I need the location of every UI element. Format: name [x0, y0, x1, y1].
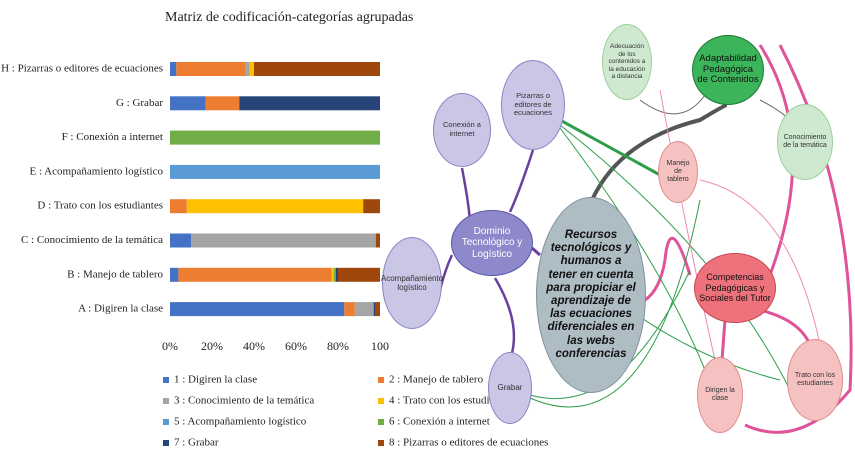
- bar-segment: [176, 62, 246, 76]
- bar-segment: [254, 62, 380, 76]
- x-tick-label: 80%: [327, 339, 349, 353]
- diagram-node: Adecuación de los contenidos a la educac…: [602, 24, 652, 100]
- bar-segment: [239, 96, 380, 111]
- bar-segment: [170, 62, 177, 76]
- bar-segment: [331, 267, 334, 282]
- bar-segment: [363, 199, 380, 214]
- diagram-node: Grabar: [488, 352, 532, 424]
- bar-segment: [375, 302, 380, 317]
- category-label: E : Acompañamiento logístico: [29, 165, 163, 177]
- bar-segment: [170, 96, 206, 111]
- bar-segment: [249, 62, 254, 76]
- category-label: G : Grabar: [116, 97, 163, 109]
- bar-segment: [375, 233, 380, 248]
- diagram-node: Competencias Pedagógicas y Sociales del …: [694, 253, 776, 323]
- legend-swatch: [163, 377, 169, 383]
- diagram-node: Manejo de tablero: [658, 141, 698, 203]
- x-tick-label: 0%: [162, 339, 178, 353]
- category-label: H : Pizarras o editores de ecuaciones: [1, 63, 163, 75]
- bar-segment: [170, 302, 345, 317]
- legend-label: 7 : Grabar: [174, 437, 219, 449]
- category-label: A : Digiren la clase: [78, 303, 163, 315]
- bar-segment: [205, 96, 240, 111]
- diagram-node: Conexión a internet: [433, 93, 491, 167]
- legend-label: 4 : Trato con los estudiantes: [389, 395, 512, 407]
- diagram-node: Trato con los estudiantes: [787, 339, 843, 421]
- bar-segment: [333, 267, 336, 282]
- bar-segment: [338, 267, 380, 282]
- legend-swatch: [378, 377, 384, 383]
- x-tick-label: 20%: [201, 339, 223, 353]
- legend-swatch: [163, 440, 169, 446]
- legend-swatch: [378, 440, 384, 446]
- category-label: C : Conocimiento de la temática: [21, 234, 163, 246]
- bar-segment: [344, 302, 355, 317]
- bar-segment: [191, 233, 376, 248]
- diagram-node: Adaptabilidad Pedagógica de Contenidos: [692, 35, 764, 105]
- diagram-node: Dominio Tecnológico y Logístico: [451, 210, 533, 276]
- bar-segment: [335, 267, 338, 282]
- diagram-node: Recursos tecnológicos y humanos a tener …: [536, 197, 646, 393]
- bar-segment: [170, 164, 380, 179]
- bar-segment: [170, 130, 380, 145]
- legend-label: 8 : Pizarras o editores de ecuaciones: [389, 437, 548, 449]
- diagram-node: Dirigen la clase: [697, 357, 743, 433]
- legend-label: 2 : Manejo de tablero: [389, 374, 484, 386]
- chart-title: Matriz de codificación-categorías agrupa…: [165, 10, 413, 25]
- legend-swatch: [163, 419, 169, 425]
- legend-label: 5 : Acompañamiento logístico: [174, 416, 307, 428]
- bar-segment: [170, 233, 191, 248]
- legend-swatch: [378, 398, 384, 404]
- diagram-node: Acompañamiento logístico: [381, 237, 443, 329]
- x-tick-label: 40%: [243, 339, 265, 353]
- bar-segment: [354, 302, 374, 317]
- bar-segment: [170, 199, 187, 214]
- x-tick-label: 100: [371, 339, 389, 353]
- legend-label: 1 : Digiren la clase: [174, 374, 257, 386]
- legend-label: 6 : Conexión a internet: [389, 416, 490, 428]
- bar-segment: [186, 199, 364, 214]
- bar-segment: [373, 302, 376, 317]
- bar-segment: [178, 267, 332, 282]
- legend-label: 3 : Conocimiento de la temática: [174, 395, 314, 407]
- category-label: B : Manejo de tablero: [67, 268, 163, 280]
- diagram-node: Conocimiento de la temática: [777, 104, 833, 180]
- x-tick-label: 60%: [285, 339, 307, 353]
- category-label: F : Conexión a internet: [62, 131, 163, 143]
- diagram-node: Pizarras o editores de ecuaciones: [501, 60, 565, 150]
- bar-segment: [170, 267, 179, 282]
- legend-swatch: [378, 419, 384, 425]
- legend-swatch: [163, 398, 169, 404]
- bar-segment: [245, 62, 250, 76]
- category-label: D : Trato con los estudiantes: [37, 200, 163, 212]
